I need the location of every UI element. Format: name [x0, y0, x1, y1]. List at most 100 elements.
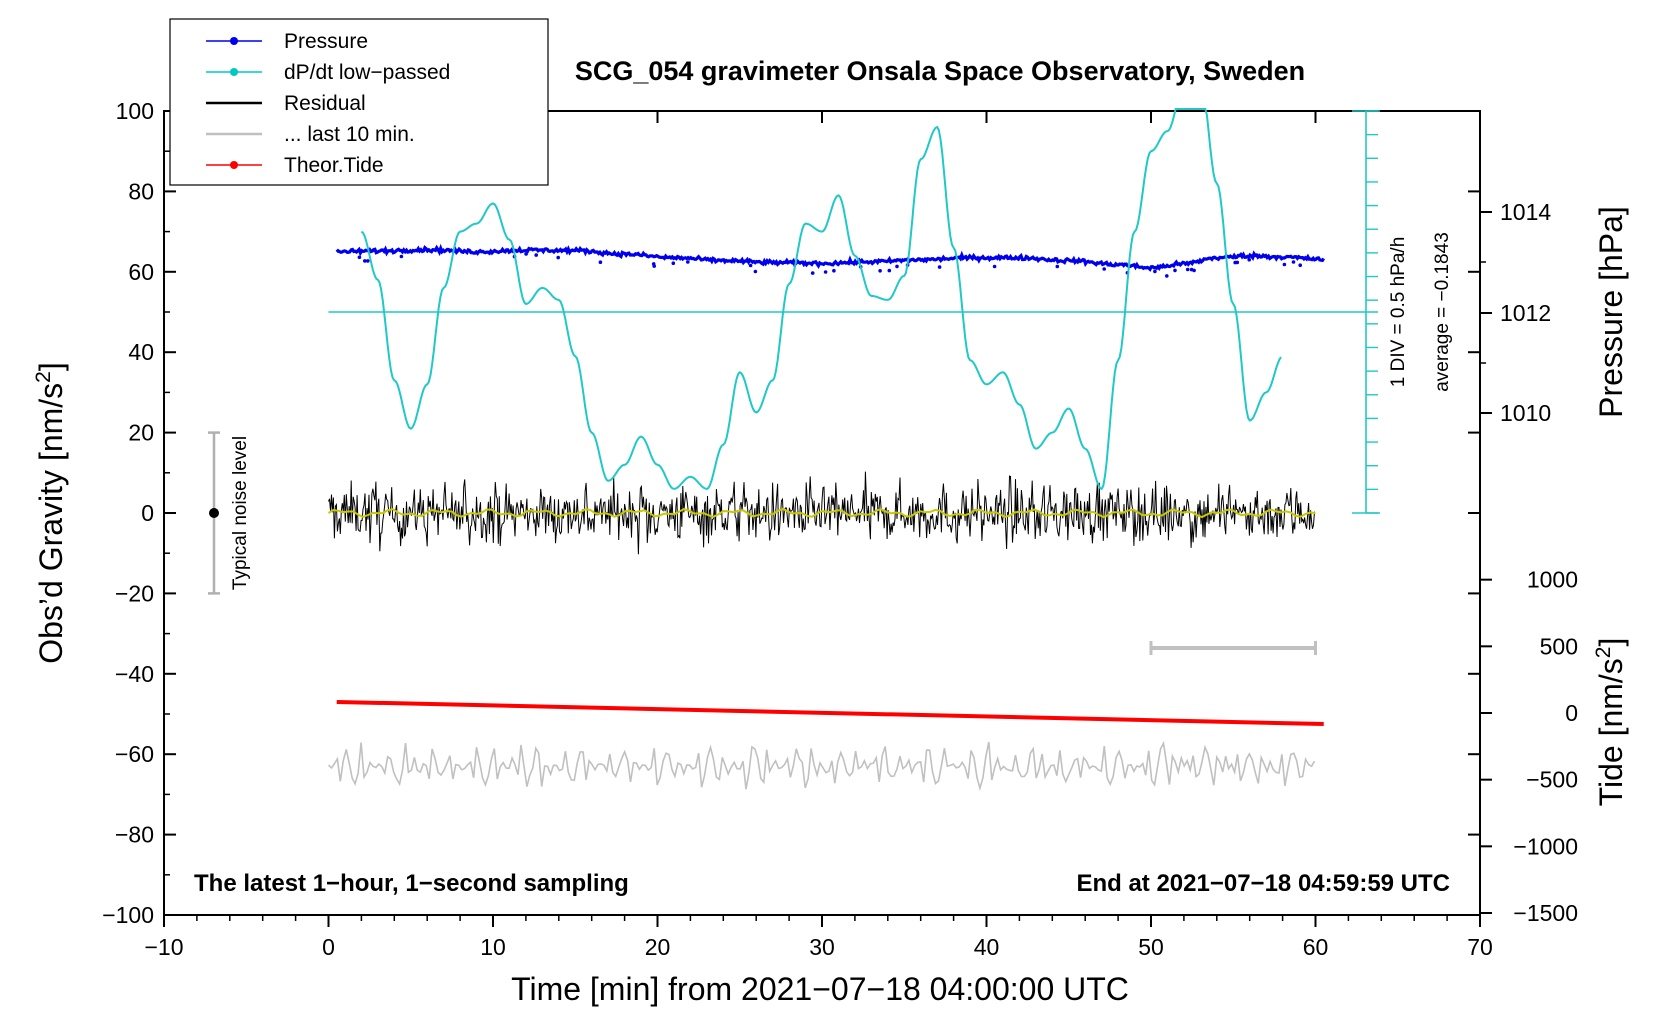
pressure-point — [652, 264, 656, 268]
legend-label: ... last 10 min. — [284, 123, 415, 146]
y-axis-title-tide: Tide [nm/s2] — [1592, 638, 1629, 807]
legend: Pressure dP/dt low−passed Residual ... last… — [169, 18, 549, 186]
noise-level-indicator: Typical noise level — [208, 431, 251, 595]
pressure-point — [534, 253, 538, 257]
y-tick-label: 80 — [128, 178, 154, 204]
legend-label: Residual — [284, 92, 366, 115]
pressure-series — [335, 243, 1326, 278]
pressure-point — [895, 264, 899, 269]
left-axis: −100 −80 −60 −40 −20 0 20 40 60 80 100 — [102, 98, 1480, 928]
pressure-point — [753, 269, 758, 274]
pressure-point — [598, 260, 603, 265]
y-tick-label: −80 — [115, 822, 154, 848]
tide-series — [336, 699, 1324, 727]
sampling-annotation: The latest 1−hour, 1−second sampling — [194, 870, 629, 897]
y-tick-label: −20 — [115, 580, 154, 606]
pressure-point — [1153, 269, 1157, 274]
pressure-line — [335, 243, 1326, 272]
residual-series — [327, 471, 1316, 555]
dpdt-axis-group — [328, 110, 1380, 514]
x-tick-label: 0 — [322, 934, 335, 960]
x-tick-label: 20 — [645, 934, 671, 960]
pressure-point — [1247, 257, 1251, 262]
tide-tick-label: 0 — [1565, 700, 1578, 726]
dpdt-line — [360, 108, 1282, 491]
tide-tick-label: −1000 — [1513, 833, 1578, 859]
pressure-point — [1298, 263, 1302, 268]
y-tick-label: 60 — [128, 259, 154, 285]
pressure-point — [357, 255, 362, 260]
x-tick-label: 60 — [1303, 934, 1329, 960]
x-tick-label: −10 — [144, 934, 183, 960]
pressure-point — [748, 263, 753, 268]
pressure-point — [1102, 267, 1106, 271]
y-tick-label: −40 — [115, 661, 154, 687]
chart-title: SCG_054 gravimeter Onsala Space Observat… — [575, 56, 1305, 86]
pressure-point — [1235, 260, 1240, 265]
x-axis-title: Time [min] from 2021−07−18 04:00:00 UTC — [511, 971, 1129, 1007]
legend-marker — [230, 37, 238, 45]
pressure-point — [366, 259, 370, 263]
pressure-point — [832, 268, 836, 273]
pressure-point — [671, 261, 676, 266]
x-tick-label: 70 — [1467, 934, 1493, 960]
y-axis-title-pressure: Pressure [hPa] — [1593, 206, 1629, 418]
pressure-point — [524, 252, 528, 256]
pressure-point — [399, 254, 404, 259]
pressure-point — [887, 268, 892, 273]
pressure-tick-label: 1012 — [1500, 300, 1551, 326]
last10-series — [327, 740, 1316, 792]
pressure-point — [937, 265, 942, 269]
x-tick-label: 10 — [480, 934, 506, 960]
pressure-point — [992, 264, 997, 269]
right-axis: 1010 1012 1014 −1500 −1000 −500 0 500 1000 — [1480, 199, 1578, 926]
x-tick-label: 50 — [1138, 934, 1164, 960]
pressure-point — [1173, 268, 1177, 273]
tide-line — [336, 699, 1324, 727]
tide-tick-label: 1000 — [1527, 567, 1578, 593]
y-tick-label: 0 — [141, 500, 154, 526]
bottom-axis: −10 0 10 20 30 40 50 60 70 — [144, 111, 1493, 960]
legend-marker — [230, 161, 238, 169]
pressure-tick-label: 1014 — [1500, 199, 1551, 225]
legend-marker — [230, 68, 238, 76]
last10-scale-bar — [1149, 641, 1317, 655]
pressure-tick-label: 1010 — [1500, 400, 1551, 426]
dpdt-series — [360, 108, 1282, 491]
tide-tick-label: −500 — [1526, 767, 1578, 793]
tide-tick-label: −1500 — [1513, 900, 1578, 926]
pressure-point — [363, 259, 367, 263]
pressure-point — [810, 271, 815, 275]
tide-tick-label: 500 — [1540, 633, 1578, 659]
div-label: 1 DIV = 0.5 hPa/h — [1388, 237, 1409, 388]
pressure-point — [1165, 274, 1169, 278]
legend-label: Theor.Tide — [284, 154, 384, 177]
y-tick-label: 40 — [128, 339, 154, 365]
noise-center-dot — [209, 508, 219, 518]
pressure-point — [1282, 262, 1287, 267]
average-label: average = −0.1843 — [1432, 232, 1453, 392]
last10-line — [327, 740, 1316, 792]
x-tick-label: 40 — [974, 934, 1000, 960]
pressure-point — [1185, 267, 1190, 272]
legend-label: Pressure — [284, 30, 368, 53]
pressure-point — [556, 255, 560, 260]
x-tick-label: 30 — [809, 934, 835, 960]
pressure-point — [1291, 260, 1296, 264]
pressure-point — [823, 270, 828, 274]
pressure-point — [878, 269, 882, 273]
end-time-annotation: End at 2021−07−18 04:59:59 UTC — [1076, 870, 1450, 897]
y-tick-label: 100 — [116, 98, 154, 124]
y-tick-label: 20 — [128, 420, 154, 446]
residual-mean-line — [327, 507, 1316, 519]
y-tick-label: −60 — [115, 741, 154, 767]
y-tick-label: −100 — [102, 902, 154, 928]
pressure-point — [1055, 264, 1060, 269]
pressure-point — [686, 260, 690, 264]
noise-label: Typical noise level — [230, 436, 251, 590]
y-axis-title-left: Obs’d Gravity [nm/s2] — [32, 362, 69, 664]
legend-label: dP/dt low−passed — [284, 61, 450, 84]
pressure-point — [1189, 267, 1194, 272]
